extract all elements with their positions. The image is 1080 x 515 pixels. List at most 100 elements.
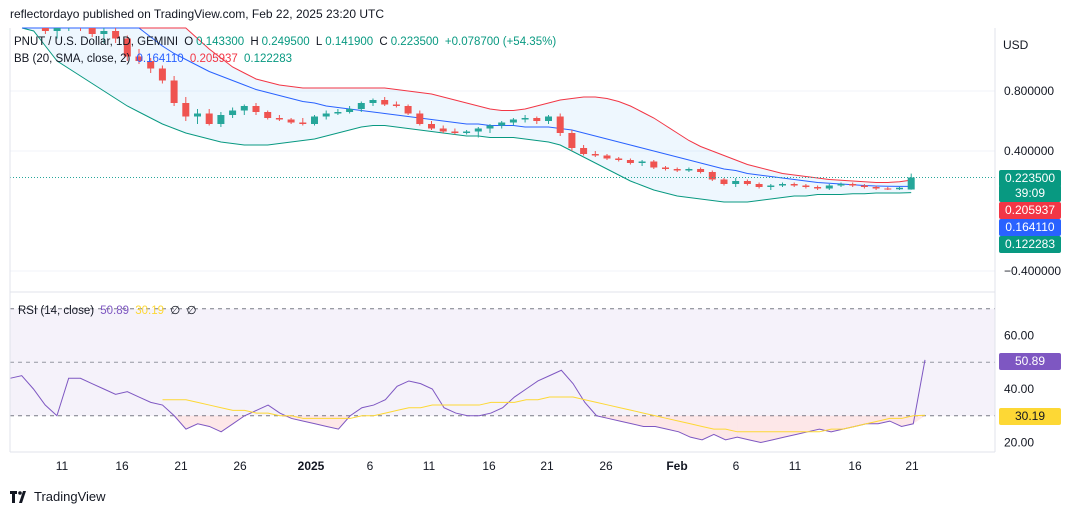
axes: 0.800000 0.400000 −0.400000 60.00 40.00 20.00… <box>9 28 1061 473</box>
candle-body <box>240 106 248 111</box>
candle-body <box>158 68 166 81</box>
close-value: 0.223500 <box>390 36 439 48</box>
tradingview-brand[interactable]: TradingView <box>10 489 106 504</box>
time-tick-label: 2025 <box>298 459 325 473</box>
bb-basis-tag: 0.164110 <box>999 219 1061 236</box>
candle-body <box>404 106 412 114</box>
candle-body <box>322 113 330 117</box>
candle-body <box>533 118 541 121</box>
bb-lower-value: 0.122283 <box>244 53 292 65</box>
price-tick-label: 0.800000 <box>1004 84 1054 98</box>
candle-body <box>603 155 611 159</box>
rsi-value: 50.89 <box>100 305 130 317</box>
rsi-oversold-fill <box>819 415 832 432</box>
candle-body <box>100 31 108 34</box>
rsi-oversold-fill <box>913 415 925 424</box>
candle <box>217 112 225 127</box>
candle <box>802 184 810 189</box>
candle <box>638 160 646 166</box>
candle-body <box>381 100 389 105</box>
candle-body <box>135 56 143 61</box>
candle <box>112 28 120 43</box>
candle <box>779 182 786 187</box>
candle-body <box>41 28 49 31</box>
candle <box>311 115 318 126</box>
rsi-label[interactable]: RSI (14, close) <box>18 305 95 317</box>
candle <box>381 97 389 106</box>
candle-body <box>474 128 482 132</box>
candle-body <box>498 122 506 126</box>
candle-body <box>743 181 751 184</box>
candle <box>123 35 131 61</box>
candle-body <box>860 185 868 187</box>
candle-body <box>428 124 435 129</box>
candle <box>428 121 435 130</box>
candle <box>486 124 494 133</box>
candle-body <box>521 118 529 120</box>
candle <box>369 98 377 106</box>
candle-body <box>416 113 424 124</box>
candle <box>767 184 775 190</box>
candle <box>568 130 576 151</box>
candle <box>896 187 903 190</box>
candle-body <box>182 103 190 117</box>
candle-body <box>392 104 400 106</box>
candle-body <box>732 181 740 184</box>
rsi-oversold-fill <box>831 415 843 432</box>
candle-body <box>896 187 903 190</box>
candle-body <box>591 154 599 156</box>
rsi-oversold-fill <box>678 415 691 438</box>
candle <box>884 187 892 190</box>
candle <box>662 166 669 171</box>
candle <box>346 106 354 114</box>
candle <box>825 184 833 190</box>
candle <box>240 104 248 115</box>
candle-body <box>252 106 260 112</box>
bb-basis-value: 0.164110 <box>136 53 184 65</box>
rsi-pane[interactable] <box>9 308 995 444</box>
candle <box>509 118 517 126</box>
rsi-oversold-fill <box>713 415 726 440</box>
candle <box>556 113 564 136</box>
candle-body <box>556 116 564 133</box>
rsi-tick-label: 20.00 <box>1004 436 1034 450</box>
candle <box>533 116 541 124</box>
candle <box>439 125 447 133</box>
candle-body <box>720 179 728 184</box>
candle <box>474 127 482 138</box>
rsi-oversold-fill <box>889 415 902 427</box>
candle-body <box>697 169 705 172</box>
currency-label[interactable]: USD <box>1003 38 1029 52</box>
candle-body <box>825 185 833 189</box>
price-pane[interactable] <box>10 4 995 272</box>
brand-name: TradingView <box>34 489 106 504</box>
rsi-ma-line <box>162 396 926 433</box>
high-value: 0.249500 <box>261 36 310 48</box>
last-price-tag: 0.223500 <box>999 170 1061 187</box>
candle <box>743 179 751 186</box>
candle <box>755 182 763 189</box>
candle-body <box>287 119 295 123</box>
countdown-tag: 39:09 <box>999 185 1061 202</box>
price-tick-label: −0.400000 <box>1004 264 1061 278</box>
time-tick-label: 11 <box>789 459 802 473</box>
candle <box>615 157 623 162</box>
candle-body <box>451 131 459 133</box>
candle-body <box>194 113 201 117</box>
rsi-legend: RSI (14, close) 50.89 30.19 ∅ ∅ <box>18 303 200 317</box>
candle <box>591 151 599 157</box>
candle-body <box>357 103 365 109</box>
symbol-label[interactable]: PNUT / U.S. Dollar, 1D, GEMINI <box>14 36 179 48</box>
candle <box>907 173 915 190</box>
time-tick-label: 26 <box>599 459 613 473</box>
candle-body <box>229 110 237 115</box>
candle <box>463 130 471 135</box>
time-tick-label: 21 <box>174 459 188 473</box>
rsi-oversold-fill <box>690 415 703 440</box>
bb-upper-value: 0.205937 <box>189 53 238 65</box>
bb-label[interactable]: BB (20, SMA, close, 2) <box>14 53 131 65</box>
candle <box>80 28 81 31</box>
candle-body <box>439 128 447 132</box>
candle-body <box>626 160 634 163</box>
